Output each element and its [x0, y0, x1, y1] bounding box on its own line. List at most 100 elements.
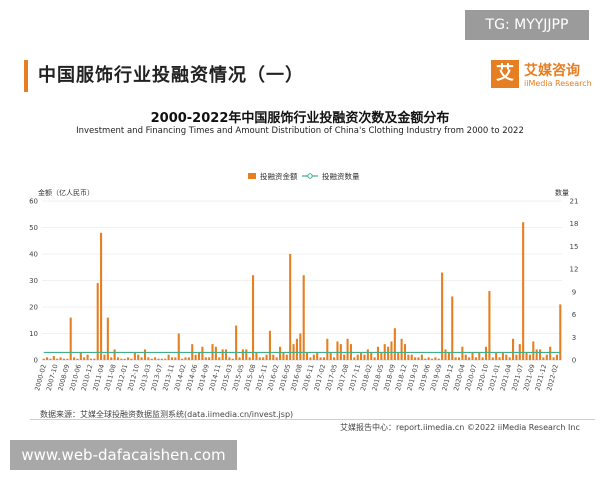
bar: [525, 352, 528, 360]
bar: [127, 357, 130, 360]
bar: [235, 325, 238, 360]
bar: [275, 357, 278, 360]
bar: [299, 333, 302, 360]
bar: [96, 283, 99, 360]
bar: [336, 341, 339, 360]
bar: [218, 357, 221, 360]
bar: [100, 232, 103, 360]
bar: [363, 354, 366, 360]
y-left-tick-label: 50: [29, 224, 38, 232]
bar: [316, 352, 319, 360]
bar: [113, 349, 116, 360]
bar: [42, 358, 45, 360]
bar: [279, 346, 282, 360]
y-left-tick-label: 0: [34, 357, 38, 365]
grid: [42, 200, 562, 361]
bar: [177, 333, 180, 360]
bar: [93, 358, 96, 360]
bar: [532, 341, 535, 360]
bar: [376, 346, 380, 360]
bar: [555, 354, 558, 360]
y-axis-left-label: 金额（亿人民币）: [38, 188, 94, 197]
bar: [356, 354, 359, 360]
bar: [181, 358, 184, 360]
bar: [535, 349, 538, 360]
bar: [309, 357, 312, 360]
bar: [468, 357, 471, 360]
bar: [508, 357, 511, 360]
bar: [407, 354, 410, 360]
bar: [143, 349, 147, 360]
brand-logo-icon: 艾: [491, 60, 519, 88]
bar: [400, 338, 403, 360]
bar: [197, 352, 201, 360]
bar: [49, 358, 52, 360]
bar: [224, 349, 228, 360]
bar: [360, 352, 363, 360]
bar: [542, 357, 545, 360]
bar: [214, 346, 217, 360]
bar: [86, 354, 89, 360]
y-left-tick-label: 10: [29, 330, 38, 338]
bar: [437, 358, 440, 360]
bar: [231, 358, 234, 360]
bar: [265, 354, 268, 360]
bar: [511, 338, 515, 360]
bar: [238, 357, 241, 360]
bar: [461, 346, 464, 360]
bar: [150, 358, 153, 360]
bar: [241, 349, 244, 360]
bar: [130, 358, 133, 360]
bar: [387, 346, 390, 360]
bar: [187, 357, 190, 360]
bar: [228, 357, 231, 360]
bar: [380, 352, 383, 360]
bar: [208, 357, 211, 360]
bar: [103, 354, 106, 360]
y-right-tick-label: 0: [572, 357, 576, 365]
bar: [167, 354, 170, 360]
bar: [120, 358, 123, 360]
bar: [481, 357, 484, 360]
bar: [353, 357, 356, 360]
y-right-tick-label: 3: [572, 334, 576, 342]
bar: [147, 357, 150, 360]
bar: [116, 357, 120, 360]
legend-bar-swatch: [248, 173, 256, 179]
bar: [420, 354, 423, 360]
bar: [295, 338, 298, 360]
bar: [194, 354, 197, 360]
bar: [346, 338, 349, 360]
bar: [262, 357, 265, 360]
watermark-top: TG: MYYJJPP: [465, 10, 589, 40]
bar: [373, 357, 376, 360]
chart-subtitle: Investment and Financing Times and Amoun…: [76, 126, 524, 136]
bar: [184, 357, 187, 360]
bar: [447, 352, 450, 360]
bar: [255, 352, 258, 360]
bar: [471, 352, 474, 360]
bar: [46, 357, 49, 360]
legend: 投融资金额 投融资数量: [248, 171, 360, 181]
bar: [410, 354, 413, 360]
bar: [370, 352, 373, 360]
page-title: 中国服饰行业投融资情况（一）: [38, 65, 304, 86]
bar: [89, 358, 92, 360]
bar: [319, 357, 322, 360]
bar: [164, 358, 167, 360]
bar: [451, 296, 454, 360]
bar: [559, 304, 562, 360]
brand-name-en: iiMedia Research: [524, 79, 592, 88]
bar: [69, 317, 72, 360]
chart-title: 2000-2022年中国服饰行业投融资次数及金额分布: [150, 111, 450, 126]
bar: [282, 352, 285, 360]
bar: [174, 357, 177, 360]
bar: [221, 349, 224, 360]
bar: [366, 349, 369, 360]
bar: [110, 357, 113, 360]
legend-line-marker: [307, 173, 313, 179]
bar: [441, 272, 444, 360]
y-left-tick-label: 20: [29, 304, 38, 312]
bar: [501, 352, 504, 360]
bar: [478, 352, 481, 360]
